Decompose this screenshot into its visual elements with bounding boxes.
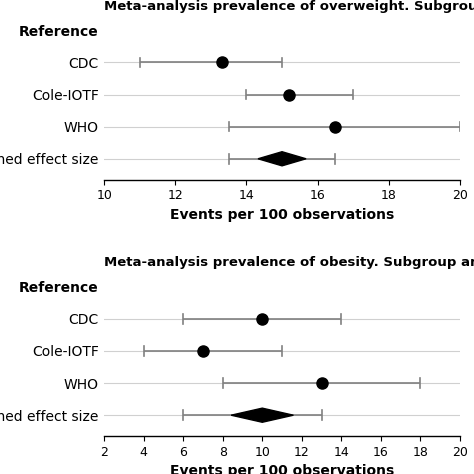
X-axis label: Events per 100 observations: Events per 100 observations xyxy=(170,465,394,474)
Polygon shape xyxy=(231,408,293,422)
Text: Meta-analysis prevalence of overweight. Subgroup analysis: Meta-analysis prevalence of overweight. … xyxy=(104,0,474,13)
Polygon shape xyxy=(258,152,306,166)
Text: Meta-analysis prevalence of obesity. Subgroup analysis: Meta-analysis prevalence of obesity. Sub… xyxy=(104,256,474,270)
X-axis label: Events per 100 observations: Events per 100 observations xyxy=(170,208,394,222)
